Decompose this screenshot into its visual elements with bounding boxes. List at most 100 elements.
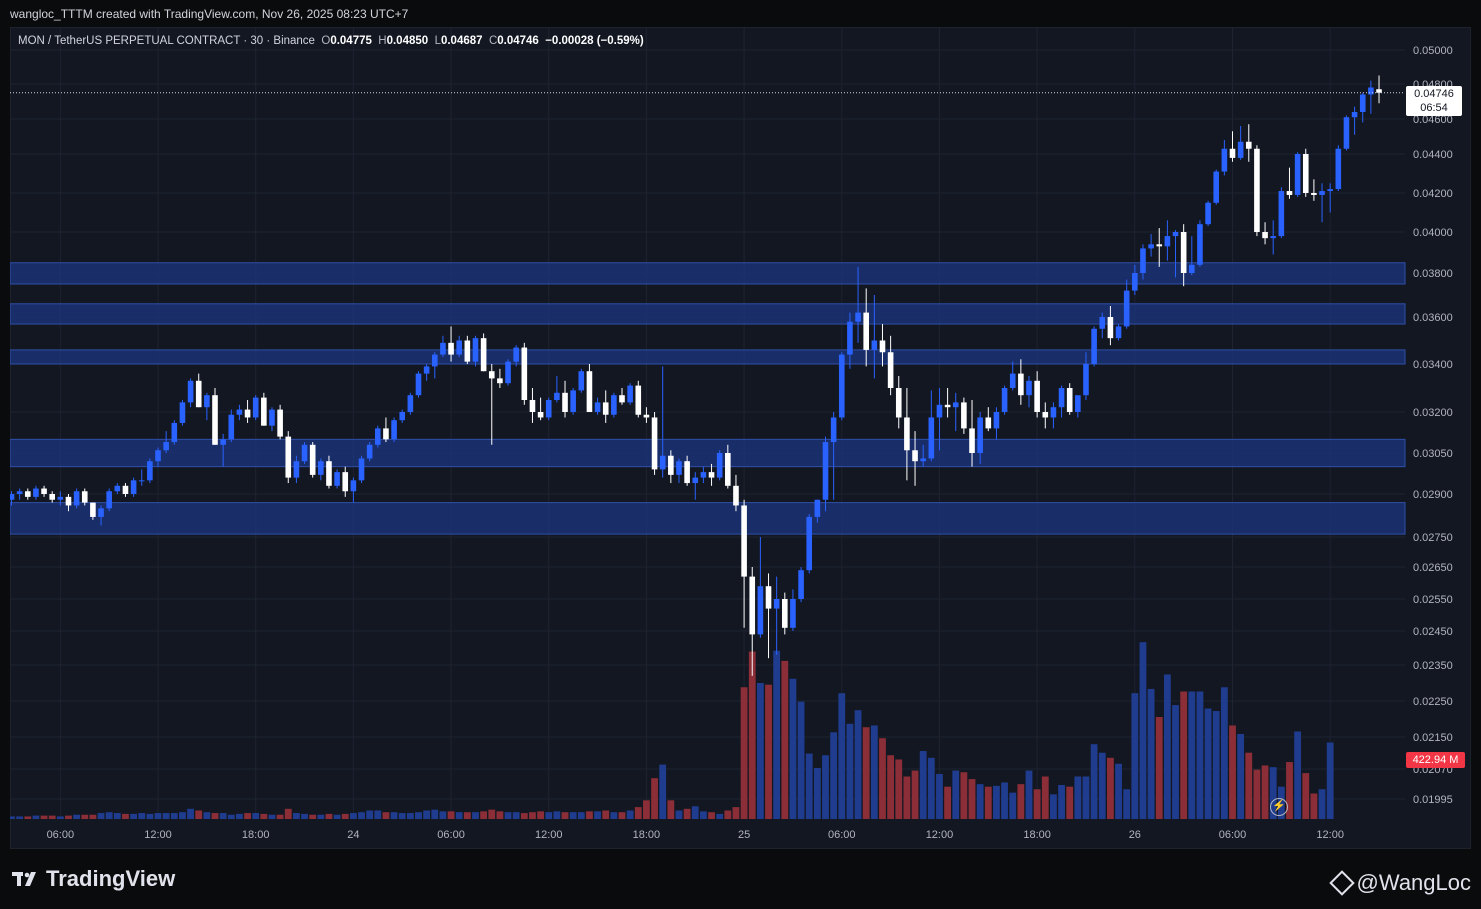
volume-bar	[1310, 793, 1318, 819]
volume-bar	[1163, 674, 1171, 819]
volume-bar	[423, 810, 431, 819]
volume-bar	[309, 814, 317, 819]
created-with-caption: wangloc_TTTM created with TradingView.co…	[10, 7, 409, 21]
candle-body	[1254, 148, 1260, 232]
volume-bar	[268, 814, 276, 819]
volume-bar	[480, 811, 488, 819]
volume-bar	[659, 764, 667, 819]
volume-bar	[1017, 784, 1025, 819]
volume-bar	[944, 786, 951, 819]
volume-bar	[936, 773, 943, 819]
last-price-tag: 0.04746 06:54	[1406, 86, 1462, 116]
price-tick-label: 0.03200	[1413, 407, 1453, 419]
candle-body	[375, 428, 381, 445]
candle-body	[619, 395, 625, 403]
symbol-legend[interactable]: MON / TetherUS PERPETUAL CONTRACT · 30 ·…	[18, 35, 644, 47]
change-value: −0.00028 (−0.59%)	[545, 35, 644, 47]
volume-bar	[431, 809, 439, 819]
candle-body	[700, 472, 707, 478]
volume-bar	[170, 813, 178, 819]
volume-bar	[463, 812, 471, 819]
volume-bar	[24, 816, 32, 819]
candle-body	[277, 409, 283, 437]
volume-bar	[740, 687, 748, 819]
time-tick-label: 12:00	[1316, 829, 1344, 841]
volume-bar	[919, 751, 927, 819]
candlestick-chart[interactable]: 0.050000.048000.046000.044000.042000.040…	[10, 27, 1471, 849]
volume-bar	[716, 813, 724, 819]
candle-body	[1140, 248, 1146, 273]
volume-bar	[1180, 691, 1188, 819]
volume-bar	[862, 727, 870, 819]
price-tick-label: 0.04200	[1413, 188, 1453, 200]
candle-body	[488, 371, 495, 379]
volume-bar	[610, 812, 618, 819]
volume-bar	[349, 813, 357, 819]
candle-body	[1270, 236, 1276, 239]
candle-body	[171, 422, 178, 443]
price-tick-label: 0.04000	[1413, 227, 1453, 239]
volume-bar	[708, 812, 715, 819]
volume-bar	[488, 809, 496, 819]
candle-body	[1018, 373, 1024, 396]
candle-body	[920, 458, 926, 462]
candle-body	[24, 491, 31, 497]
candle-body	[1034, 380, 1040, 412]
candle-body	[252, 397, 259, 418]
high-label: H	[378, 35, 387, 47]
volume-bar	[797, 701, 805, 819]
volume-bar	[586, 811, 593, 819]
candle-body	[81, 491, 88, 503]
volume-bar	[805, 753, 813, 819]
volume-bar	[870, 725, 878, 819]
volume-bar	[10, 816, 15, 819]
candle-body	[611, 395, 617, 415]
candle-body	[863, 312, 869, 350]
volume-bar	[40, 815, 48, 819]
price-tick-label: 0.02900	[1413, 489, 1453, 501]
volume-bar	[1098, 752, 1106, 819]
volume-bar	[504, 812, 512, 819]
candle-body	[122, 485, 129, 494]
candle-body	[326, 461, 332, 486]
candle-body	[1221, 148, 1228, 172]
volume-bar	[813, 768, 821, 819]
lightning-icon[interactable]: ⚡	[1270, 798, 1288, 816]
zone-band	[10, 349, 1406, 365]
volume-bar	[830, 732, 838, 819]
volume-bar	[1318, 789, 1326, 819]
price-tick-label: 0.03800	[1413, 268, 1453, 280]
volume-bar	[455, 812, 463, 819]
candle-body	[1172, 232, 1179, 237]
candle-body	[1335, 148, 1342, 190]
volume-bar	[976, 784, 984, 819]
candle-body	[33, 488, 39, 497]
volume-bar	[1286, 762, 1293, 819]
candle-body	[497, 378, 503, 384]
candle-body	[725, 453, 731, 486]
candle-body	[1262, 232, 1268, 239]
volume-bar	[960, 772, 968, 819]
volume-bar	[651, 778, 658, 819]
volume-bar	[1001, 782, 1008, 819]
volume-bar	[260, 813, 268, 819]
symbol-title[interactable]: MON / TetherUS PERPETUAL CONTRACT · 30 ·…	[18, 35, 315, 47]
candle-body	[106, 491, 112, 509]
volume-bar	[406, 813, 414, 819]
time-tick-label: 18:00	[633, 829, 661, 841]
volume-bar	[903, 776, 911, 819]
volume-bar	[887, 755, 895, 819]
volume-bar	[390, 812, 398, 819]
candle-body	[1075, 395, 1081, 412]
candle-body	[318, 461, 324, 475]
candle-body	[220, 439, 226, 445]
candle-body	[1245, 141, 1252, 149]
candle-body	[98, 508, 104, 517]
candle-body	[309, 444, 316, 475]
time-tick-label: 06:00	[437, 829, 465, 841]
candle-body	[1156, 244, 1163, 247]
volume-bar	[765, 684, 772, 819]
volume-bar	[1229, 725, 1236, 819]
footer	[0, 849, 1481, 909]
volume-bar	[219, 813, 227, 819]
